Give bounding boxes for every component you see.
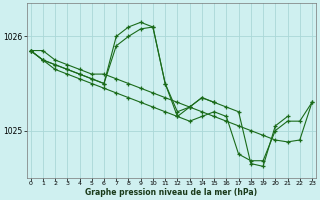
X-axis label: Graphe pression niveau de la mer (hPa): Graphe pression niveau de la mer (hPa) <box>85 188 257 197</box>
